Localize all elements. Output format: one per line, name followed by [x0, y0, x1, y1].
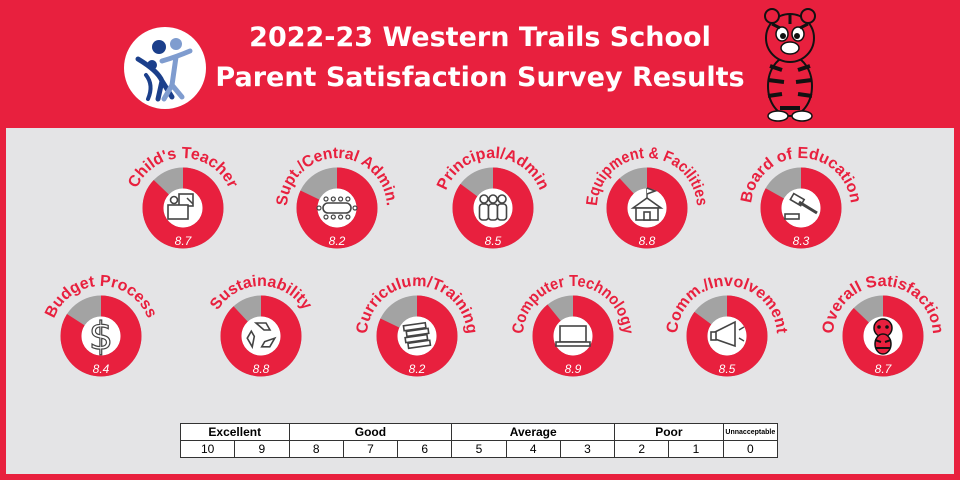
scale-value: 5: [451, 440, 507, 458]
megaphone-icon: [710, 320, 745, 348]
donut-value-arc: [296, 167, 378, 249]
donut-value-arc: [220, 295, 302, 377]
donut-value-arc: [760, 167, 842, 249]
tiger-mascot-icon: [764, 8, 816, 122]
score-value: 8.8: [638, 234, 656, 248]
score-value: 8.5: [718, 362, 736, 376]
header-banner: 2022-23 Western Trails School Parent Sat…: [0, 0, 960, 128]
donut-svg: Principal/Admin: [434, 145, 552, 249]
scale-value: 0: [722, 440, 779, 458]
page-title: 2022-23 Western Trails School Parent Sat…: [200, 18, 760, 98]
scale-group-unacceptable: Unnacceptable: [722, 423, 779, 441]
donut-value-arc: [842, 295, 924, 377]
donut-svg: Sustainability: [207, 273, 315, 377]
donut-chart: Equipment & Facilities 8.8: [582, 130, 712, 260]
title-line-1: 2022-23 Western Trails School: [249, 22, 711, 53]
scale-group-poor: Poor: [614, 423, 724, 441]
teacher-icon: [167, 193, 194, 220]
score-value: 8.9: [564, 362, 582, 376]
donut-value-arc: [606, 167, 688, 249]
donut-value-arc: [376, 295, 458, 377]
scale-group-good: Good: [288, 423, 453, 441]
donut-svg: Equipment & Facilities: [584, 145, 710, 249]
scale-value: 7: [342, 440, 399, 458]
laptop-icon: [555, 325, 591, 347]
people-icon: [478, 194, 508, 221]
donut-svg: Comm./Involvement: [664, 273, 790, 377]
dollar-icon: $: [88, 313, 113, 358]
scale-value: 8: [288, 440, 344, 458]
donut-chart: Supt./Central Admin. 8.2: [272, 130, 402, 260]
score-value: 8.7: [174, 234, 192, 248]
gavel-icon: [784, 192, 818, 220]
scale-group-excellent: Excellent: [180, 423, 290, 441]
donut-chart: Principal/Admin 8.5: [428, 130, 558, 260]
building-icon: [630, 187, 664, 221]
donut-svg: Budget Process$: [42, 273, 160, 377]
scale-value: 9: [234, 440, 290, 458]
scale-group-average: Average: [451, 423, 616, 441]
score-value: 8.5: [484, 234, 502, 248]
title-line-2: Parent Satisfaction Survey Results: [215, 62, 745, 93]
rating-scale: Excellent Good Average Poor Unnacceptabl…: [179, 423, 779, 458]
figures-logo-icon: [135, 38, 193, 102]
donut-value-arc: [60, 295, 142, 377]
donut-chart: Child's Teacher 8.7: [118, 130, 248, 260]
score-value: 8.2: [408, 362, 426, 376]
scale-header-row: Excellent Good Average Poor Unnacceptabl…: [180, 423, 779, 441]
books-icon: [402, 321, 432, 350]
score-value: 8.2: [328, 234, 346, 248]
donut-chart: Comm./Involvement 8.5: [662, 258, 792, 388]
donut-value-arc: [532, 295, 614, 377]
donut-chart: Curriculum/Training 8.2: [352, 258, 482, 388]
scale-value: 10: [179, 440, 236, 458]
donut-svg: Curriculum/Training: [354, 273, 480, 377]
donut-chart: Board of Education 8.3: [736, 130, 866, 260]
scale-value: 3: [559, 440, 616, 458]
conference-table-icon: [316, 196, 358, 220]
scale-value: 6: [397, 440, 453, 458]
score-value: 8.3: [792, 234, 810, 248]
donut-svg: Supt./Central Admin.: [274, 145, 400, 249]
scale-value: 4: [505, 440, 561, 458]
donut-value-arc: [452, 167, 534, 249]
scale-value: 1: [668, 440, 724, 458]
donut-chart: Computer Technology 8.9: [508, 258, 638, 388]
donut-chart: Overall Satisfaction 8.7: [818, 258, 948, 388]
donut-svg: Child's Teacher: [125, 145, 241, 249]
donut-chart: Budget Process $8.4: [36, 258, 166, 388]
donut-svg: Board of Education: [738, 145, 864, 249]
school-logo: [124, 27, 206, 109]
scale-value: 2: [614, 440, 670, 458]
donut-svg: Computer Technology: [510, 273, 636, 377]
score-value: 8.7: [874, 362, 892, 376]
scale-values-row: 10 9 8 7 6 5 4 3 2 1 0: [179, 440, 779, 458]
donut-value-arc: [686, 295, 768, 377]
score-value: 8.4: [92, 362, 110, 376]
donut-svg: Overall Satisfaction: [820, 273, 946, 377]
donut-chart: Sustainability 8.8: [196, 258, 326, 388]
svg-text:$: $: [89, 314, 113, 358]
recycle-icon: [246, 322, 277, 350]
score-value: 8.8: [252, 362, 270, 376]
tiger-icon: [873, 318, 893, 355]
donut-value-arc: [142, 167, 224, 249]
